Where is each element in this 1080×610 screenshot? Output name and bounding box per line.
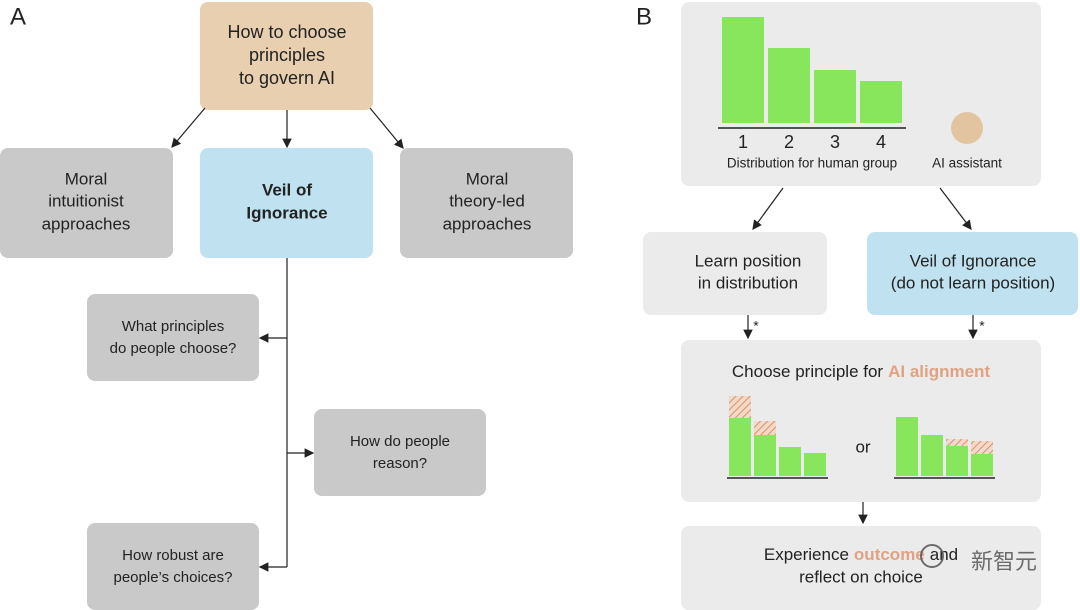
footnote-mark: * xyxy=(753,318,759,334)
shift-hatch xyxy=(754,421,776,435)
arrow xyxy=(752,187,784,230)
box-text: approaches xyxy=(443,214,532,233)
box-text: How do people xyxy=(350,433,450,450)
question-box xyxy=(87,523,259,610)
heading-highlight: AI alignment xyxy=(888,362,990,381)
question-box xyxy=(87,294,259,381)
root-box xyxy=(200,2,373,110)
assistant-dot xyxy=(951,112,983,144)
watermark-icon xyxy=(920,544,944,568)
bar xyxy=(946,446,968,476)
box-text: do people choose? xyxy=(110,340,237,357)
arrow xyxy=(171,107,206,148)
box-text: Learn position xyxy=(695,251,802,270)
box-text: Ignorance xyxy=(246,203,327,222)
box-text: intuitionist xyxy=(48,191,124,210)
caption: Distribution for human group xyxy=(727,156,897,171)
option-box xyxy=(0,148,173,258)
experience-text: reflect on choice xyxy=(799,567,923,586)
box-text: Moral xyxy=(65,169,108,188)
position-label: 4 xyxy=(876,132,886,152)
bar xyxy=(814,70,856,123)
box-text: How to choose xyxy=(227,22,346,42)
shift-hatch xyxy=(946,439,968,446)
box-text: How robust are xyxy=(122,547,224,564)
text-part: Experience xyxy=(764,545,849,564)
box-text: approaches xyxy=(42,214,131,233)
box-text: principles xyxy=(249,45,325,65)
bar xyxy=(779,447,801,476)
choose-heading: Choose principle for AI alignment xyxy=(732,362,991,381)
shift-hatch xyxy=(971,441,993,454)
box-text: Veil of Ignorance xyxy=(910,251,1037,270)
caption: AI assistant xyxy=(932,156,1002,171)
watermark-text: 新智元 xyxy=(971,549,1037,574)
arrow xyxy=(939,187,972,230)
bar xyxy=(971,454,993,476)
panel-label: B xyxy=(636,3,652,30)
option-box xyxy=(400,148,573,258)
box-text: to govern AI xyxy=(239,68,335,88)
box-text: What principles xyxy=(122,318,225,335)
shift-hatch xyxy=(729,396,751,418)
arrow xyxy=(369,107,404,149)
bar xyxy=(921,435,943,476)
position-label: 1 xyxy=(738,132,748,152)
veil-box xyxy=(867,232,1078,315)
heading-text: Choose principle for xyxy=(732,362,884,381)
text-highlight: outcome xyxy=(854,545,925,564)
bar xyxy=(722,17,764,123)
box-text: Veil of xyxy=(262,180,312,199)
bar xyxy=(860,81,902,123)
footnote-mark: * xyxy=(979,318,985,334)
bar xyxy=(896,417,918,476)
box-text: in distribution xyxy=(698,273,798,292)
experience-box xyxy=(681,526,1041,610)
experience-text: Experience outcome and xyxy=(764,545,958,564)
box-text: people’s choices? xyxy=(114,569,233,586)
box-text: (do not learn position) xyxy=(891,273,1055,292)
watermark: 新智元 xyxy=(920,544,1037,574)
question-box xyxy=(314,409,486,496)
bar xyxy=(768,48,810,123)
learn-box xyxy=(643,232,827,315)
box-text: Moral xyxy=(466,169,509,188)
box-text: theory-led xyxy=(449,191,525,210)
bar xyxy=(729,418,751,476)
or-text: or xyxy=(855,437,870,456)
option-box xyxy=(200,148,373,258)
bar xyxy=(754,435,776,476)
position-label: 3 xyxy=(830,132,840,152)
bar xyxy=(804,453,826,476)
position-label: 2 xyxy=(784,132,794,152)
panel-label: A xyxy=(10,3,26,30)
box-text: reason? xyxy=(373,455,427,472)
